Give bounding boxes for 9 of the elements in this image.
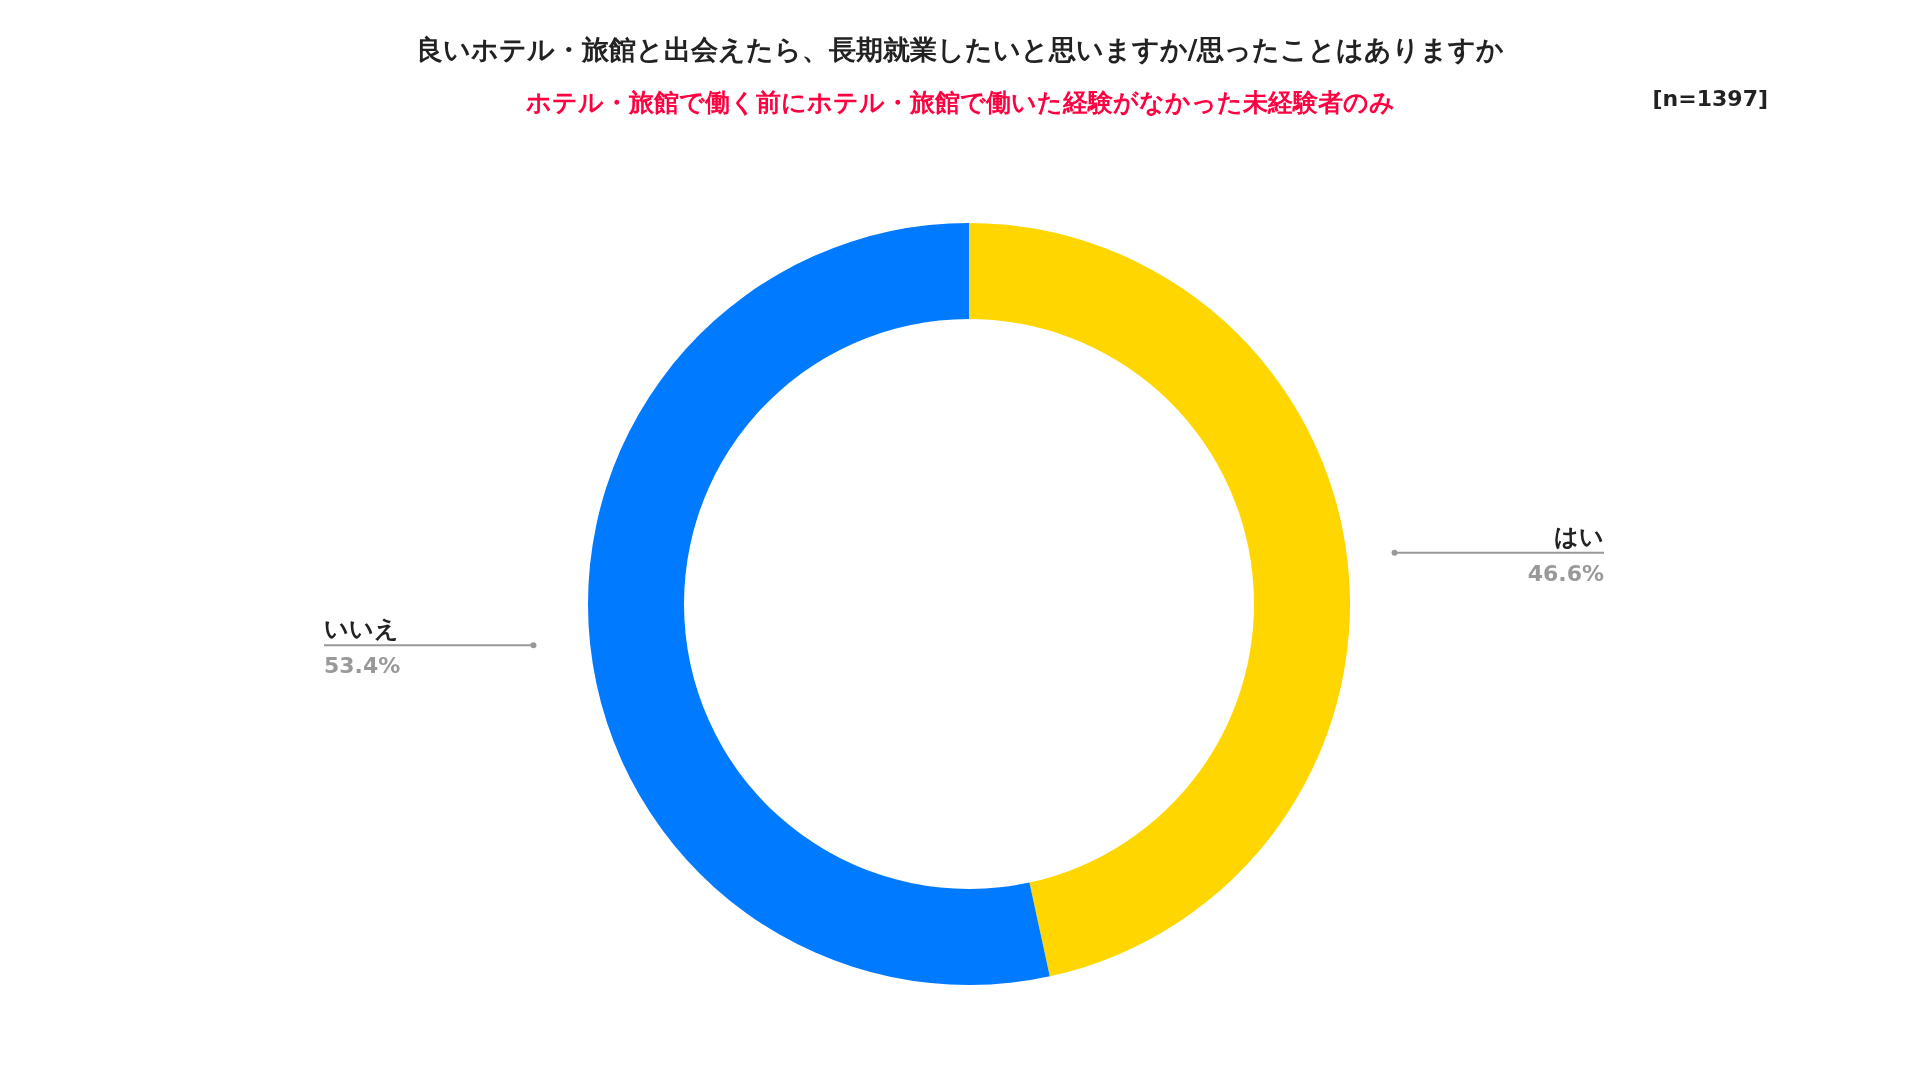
slice-label: いいえ xyxy=(324,615,399,644)
text: [n=1397] xyxy=(1651,86,1768,111)
data-label: 46.6% xyxy=(1527,560,1604,586)
donut-slice xyxy=(588,223,1050,985)
chart-subtitle: ホテル・旅館で働く前にホテル・旅館で働いた経験がなかった未経験者のみ xyxy=(525,88,1395,117)
donut-slice xyxy=(969,223,1350,977)
slice-label: はい xyxy=(1554,522,1604,551)
data-label: 53.4% xyxy=(324,653,401,679)
chart-title: 良いホテル・旅館と出会えたら、長期就業したいと思いますか/思ったことはありますか xyxy=(414,33,1506,67)
